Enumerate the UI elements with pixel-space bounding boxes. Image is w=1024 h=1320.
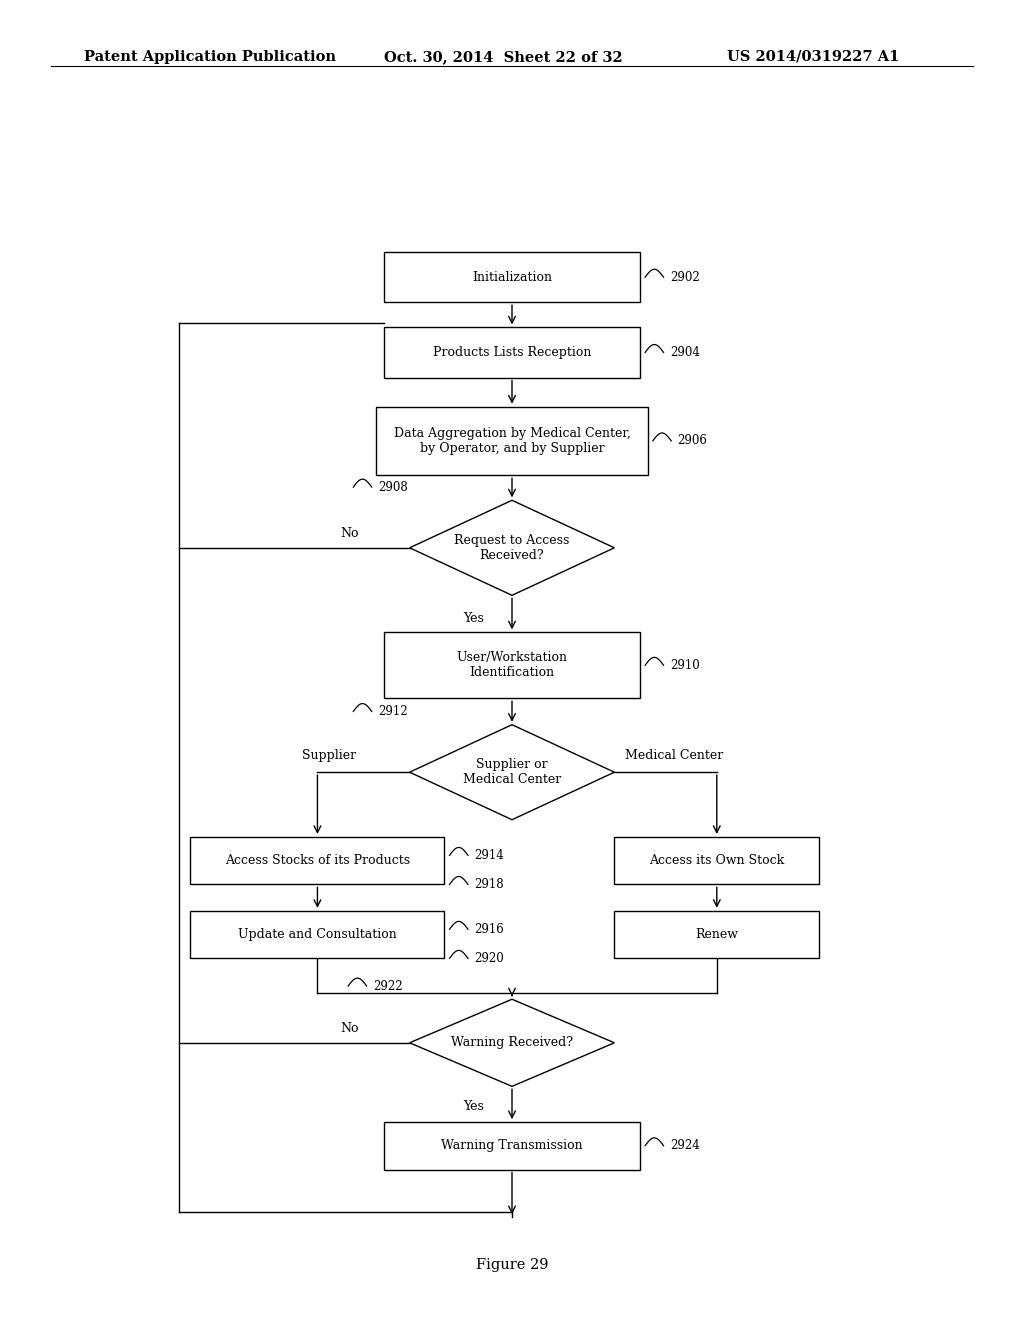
Text: 2902: 2902 [670, 271, 699, 284]
Text: Data Aggregation by Medical Center,
by Operator, and by Supplier: Data Aggregation by Medical Center, by O… [393, 426, 631, 455]
Text: 2908: 2908 [378, 480, 408, 494]
Text: Update and Consultation: Update and Consultation [238, 928, 397, 941]
Text: 2918: 2918 [474, 878, 504, 891]
Text: 2910: 2910 [670, 659, 699, 672]
Text: Yes: Yes [463, 611, 483, 624]
FancyBboxPatch shape [190, 837, 444, 884]
Text: Yes: Yes [463, 1100, 483, 1113]
Text: Warning Transmission: Warning Transmission [441, 1139, 583, 1152]
FancyBboxPatch shape [190, 911, 444, 958]
Text: Warning Received?: Warning Received? [451, 1036, 573, 1049]
Text: 2906: 2906 [678, 434, 708, 447]
Text: US 2014/0319227 A1: US 2014/0319227 A1 [727, 50, 899, 63]
Text: 2912: 2912 [378, 705, 408, 718]
Text: Supplier: Supplier [302, 748, 356, 762]
FancyBboxPatch shape [614, 911, 819, 958]
FancyBboxPatch shape [384, 1122, 640, 1170]
FancyBboxPatch shape [377, 407, 648, 475]
Text: Oct. 30, 2014  Sheet 22 of 32: Oct. 30, 2014 Sheet 22 of 32 [384, 50, 623, 63]
Text: 2904: 2904 [670, 346, 699, 359]
Polygon shape [410, 999, 614, 1086]
Text: 2922: 2922 [373, 979, 402, 993]
FancyBboxPatch shape [614, 837, 819, 884]
Text: Access its Own Stock: Access its Own Stock [649, 854, 784, 867]
Text: Initialization: Initialization [472, 271, 552, 284]
Polygon shape [410, 500, 614, 595]
Text: Products Lists Reception: Products Lists Reception [433, 346, 591, 359]
Text: Access Stocks of its Products: Access Stocks of its Products [225, 854, 410, 867]
Polygon shape [410, 725, 614, 820]
Text: No: No [340, 527, 358, 540]
Text: 2914: 2914 [474, 849, 504, 862]
FancyBboxPatch shape [384, 327, 640, 378]
Text: Request to Access
Received?: Request to Access Received? [455, 533, 569, 562]
Text: 2920: 2920 [474, 952, 504, 965]
FancyBboxPatch shape [384, 252, 640, 302]
FancyBboxPatch shape [384, 632, 640, 698]
Text: Renew: Renew [695, 928, 738, 941]
Text: Medical Center: Medical Center [625, 748, 723, 762]
Text: Supplier or
Medical Center: Supplier or Medical Center [463, 758, 561, 787]
Text: No: No [340, 1022, 358, 1035]
Text: Patent Application Publication: Patent Application Publication [84, 50, 336, 63]
Text: Figure 29: Figure 29 [476, 1258, 548, 1271]
Text: 2916: 2916 [474, 923, 504, 936]
Text: 2924: 2924 [670, 1139, 699, 1152]
Text: User/Workstation
Identification: User/Workstation Identification [457, 651, 567, 680]
